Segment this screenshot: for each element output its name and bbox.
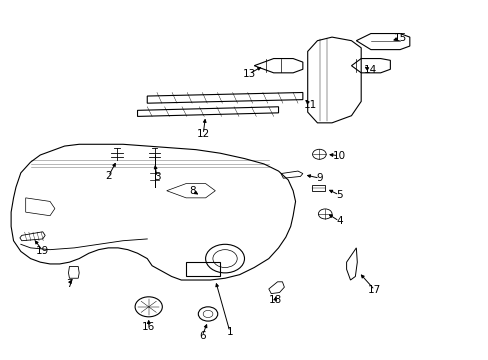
Bar — [311, 185, 325, 192]
Text: 16: 16 — [142, 322, 155, 332]
Text: 2: 2 — [105, 171, 111, 181]
Text: 6: 6 — [199, 331, 205, 341]
Text: 3: 3 — [153, 172, 160, 182]
Text: 12: 12 — [196, 129, 209, 139]
Text: 4: 4 — [335, 216, 342, 226]
Text: 7: 7 — [66, 279, 73, 289]
Text: 8: 8 — [189, 186, 195, 196]
Text: 15: 15 — [393, 33, 406, 43]
Text: 18: 18 — [268, 296, 281, 305]
Text: 1: 1 — [226, 327, 233, 337]
Text: 10: 10 — [332, 151, 345, 161]
Bar — [186, 262, 220, 276]
Text: 14: 14 — [363, 65, 376, 75]
Text: 9: 9 — [316, 173, 323, 183]
Text: 5: 5 — [335, 190, 342, 200]
Text: 11: 11 — [303, 100, 316, 110]
Text: 17: 17 — [367, 285, 381, 295]
Text: 19: 19 — [36, 246, 49, 256]
Text: 13: 13 — [242, 68, 255, 78]
